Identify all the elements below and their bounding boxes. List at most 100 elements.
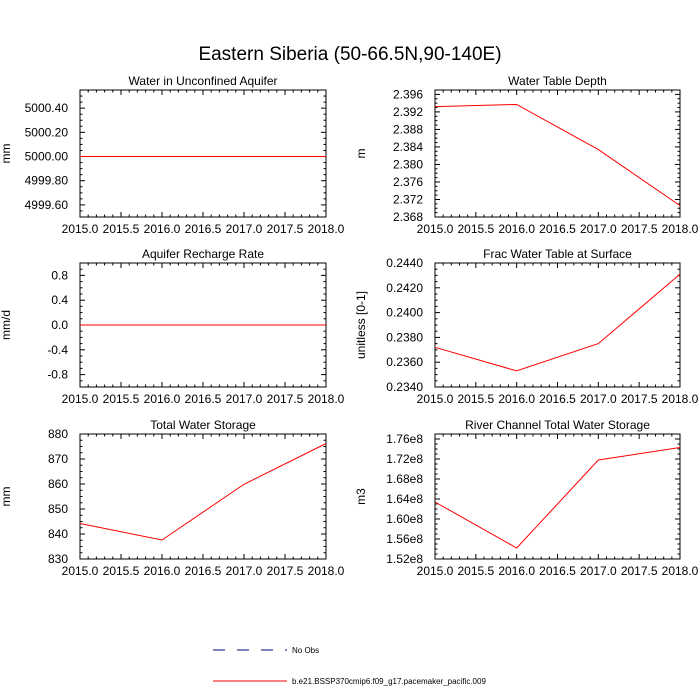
y-tick-label: 860 [48, 477, 68, 491]
x-tick-label: 2017.5 [621, 392, 658, 406]
y-axis-label: m3 [354, 488, 368, 505]
y-axis-label: mm [0, 144, 13, 164]
panel-3: Aquifer Recharge Rate mm/d 2015.0 2015.5 201… [0, 247, 345, 406]
x-tick-label: 2015.0 [417, 392, 454, 406]
y-tick-label: 5000.00 [25, 150, 69, 164]
x-tick-label: 2017.0 [580, 392, 617, 406]
panel-title: River Channel Total Water Storage [465, 418, 650, 432]
panel-1: Water in Unconfined Aquifer mm 2015.0 2015.… [0, 74, 345, 236]
series-line [79, 443, 327, 541]
y-tick-label: 2.372 [393, 192, 423, 206]
y-tick-label: 0.8 [51, 268, 68, 282]
y-tick-label: 0.2420 [386, 281, 423, 295]
x-tick-label: 2017.5 [267, 222, 304, 236]
x-tick-label: 2016.0 [498, 564, 535, 578]
y-tick-label: 5000.40 [25, 101, 69, 115]
x-tick-label: 2018.0 [662, 564, 699, 578]
y-tick-label: 2.396 [393, 87, 423, 101]
legend: No Obs b.e21.BSSP370cmip6.f09_g17.pacema… [213, 646, 486, 686]
x-tick-label: 2016.0 [144, 564, 181, 578]
x-tick-label: 2017.0 [226, 392, 263, 406]
y-tick-label: -0.8 [47, 368, 68, 382]
y-tick-label: -0.4 [47, 343, 68, 357]
y-axis-label: unitless [0-1] [354, 291, 368, 359]
x-tick-label: 2015.5 [103, 392, 140, 406]
y-tick-label: 1.72e8 [386, 452, 423, 466]
x-tick-label: 2015.0 [62, 564, 99, 578]
x-tick-label: 2016.5 [185, 222, 222, 236]
x-tick-label: 2016.0 [144, 392, 181, 406]
panel-title: Water Table Depth [508, 74, 607, 88]
y-tick-label: 880 [48, 427, 68, 441]
x-tick-label: 2018.0 [662, 392, 699, 406]
y-tick-label: 0.0 [51, 318, 68, 332]
x-tick-label: 2015.5 [457, 564, 494, 578]
y-tick-label: 1.52e8 [386, 552, 423, 566]
x-tick-label: 2016.5 [539, 564, 576, 578]
y-tick-label: 1.76e8 [386, 432, 423, 446]
series-line [434, 103, 681, 207]
x-tick-label: 2017.5 [267, 392, 304, 406]
plot-frame [79, 433, 327, 560]
y-tick-label: 4999.80 [25, 174, 69, 188]
y-tick-label: 1.64e8 [386, 492, 423, 506]
panel-6: River Channel Total Water Storage m3 2015.… [354, 418, 699, 578]
y-axis-label: m [354, 149, 368, 159]
panel-2: Water Table Depth m 2015.0 2015.5 2016.0 2016… [354, 74, 699, 236]
y-tick-label: 2.380 [393, 157, 423, 171]
y-tick-label: 2.384 [393, 140, 423, 154]
y-tick-label: 0.2440 [386, 256, 423, 270]
panel-title: Aquifer Recharge Rate [142, 247, 264, 261]
y-tick-label: 840 [48, 527, 68, 541]
x-tick-label: 2016.0 [498, 222, 535, 236]
x-tick-label: 2016.5 [539, 392, 576, 406]
x-tick-label: 2017.0 [226, 222, 263, 236]
y-tick-label: 2.392 [393, 105, 423, 119]
y-axis-label: mm [0, 487, 13, 507]
x-tick-label: 2015.0 [62, 392, 99, 406]
figure-title: Eastern Siberia (50-66.5N,90-140E) [198, 44, 501, 65]
panel-title: Water in Unconfined Aquifer [129, 74, 278, 88]
legend-label-no-obs: No Obs [292, 646, 319, 655]
x-tick-label: 2018.0 [308, 222, 345, 236]
x-tick-label: 2017.0 [226, 564, 263, 578]
x-tick-label: 2018.0 [662, 222, 699, 236]
y-tick-label: 0.2360 [386, 355, 423, 369]
x-tick-label: 2017.0 [580, 564, 617, 578]
y-tick-label: 2.368 [393, 210, 423, 224]
x-tick-label: 2015.0 [62, 222, 99, 236]
x-tick-label: 2016.5 [185, 392, 222, 406]
plot-frame [434, 89, 681, 218]
plot-frame [79, 89, 327, 218]
y-tick-label: 1.68e8 [386, 472, 423, 486]
y-tick-label: 5000.20 [25, 125, 69, 139]
y-tick-label: 0.2380 [386, 330, 423, 344]
plot-frame [434, 262, 681, 388]
y-tick-label: 1.60e8 [386, 512, 423, 526]
legend-label-model-run: b.e21.BSSP370cmip6.f09_g17.pacemaker_pac… [292, 677, 486, 686]
y-axis-label: mm/d [0, 310, 13, 340]
x-tick-label: 2015.0 [417, 564, 454, 578]
y-tick-label: 0.2340 [386, 380, 423, 394]
y-tick-label: 830 [48, 552, 68, 566]
x-tick-label: 2016.5 [539, 222, 576, 236]
x-tick-label: 2017.5 [621, 222, 658, 236]
series-line [434, 447, 681, 549]
x-tick-label: 2015.5 [457, 392, 494, 406]
x-tick-label: 2015.5 [457, 222, 494, 236]
x-tick-label: 2016.0 [144, 222, 181, 236]
y-tick-label: 2.376 [393, 175, 423, 189]
x-tick-label: 2017.5 [621, 564, 658, 578]
x-tick-label: 2018.0 [308, 564, 345, 578]
panel-5: Total Water Storage mm 2015.0 2015.5 2016.0 2… [0, 418, 345, 578]
x-tick-label: 2017.5 [267, 564, 304, 578]
x-tick-label: 2015.0 [417, 222, 454, 236]
panel-title: Frac Water Table at Surface [483, 247, 632, 261]
x-tick-label: 2018.0 [308, 392, 345, 406]
y-tick-label: 2.388 [393, 122, 423, 136]
x-tick-label: 2015.5 [103, 564, 140, 578]
x-tick-label: 2017.0 [580, 222, 617, 236]
y-tick-label: 870 [48, 452, 68, 466]
